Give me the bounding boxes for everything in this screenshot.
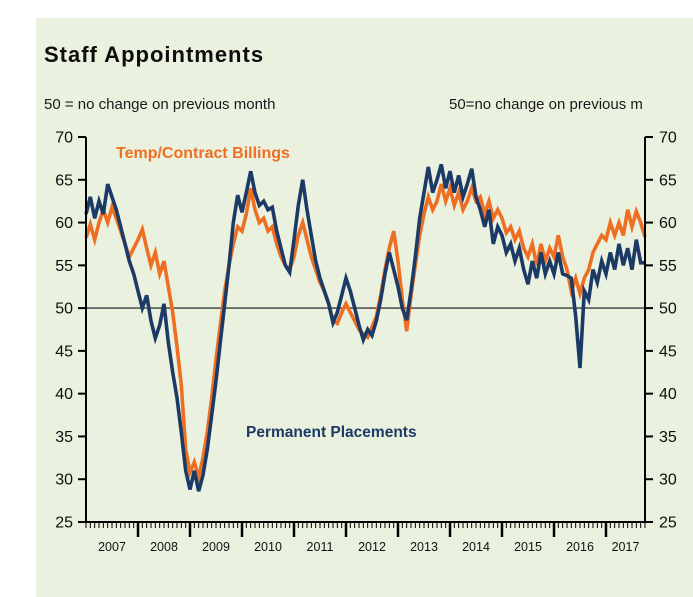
svg-text:25: 25: [659, 515, 677, 532]
svg-text:70: 70: [659, 130, 677, 147]
svg-text:2009: 2009: [202, 540, 230, 554]
legend-permanent-placements: Permanent Placements: [246, 424, 417, 441]
svg-text:2017: 2017: [612, 540, 640, 554]
axis-note-left: 50 = no change on previous month: [44, 96, 276, 113]
series-permanent-placements: [84, 163, 645, 492]
svg-text:45: 45: [659, 343, 677, 360]
svg-text:50: 50: [659, 301, 677, 318]
svg-text:65: 65: [659, 172, 677, 189]
svg-text:2013: 2013: [410, 540, 438, 554]
svg-text:40: 40: [55, 386, 73, 403]
svg-text:60: 60: [55, 215, 73, 232]
svg-text:2010: 2010: [254, 540, 282, 554]
svg-text:55: 55: [659, 258, 677, 275]
svg-text:70: 70: [55, 130, 73, 147]
y-axis-right: 70 65 60 55 50 45 40 35 30 25: [644, 130, 677, 532]
svg-text:65: 65: [55, 172, 73, 189]
svg-text:30: 30: [659, 472, 677, 489]
legend-temp-contract-billings: Temp/Contract Billings: [116, 145, 290, 162]
svg-text:2007: 2007: [98, 540, 126, 554]
svg-text:2014: 2014: [462, 540, 490, 554]
page-title: Staff Appointments: [44, 42, 265, 67]
axis-note-right: 50=no change on previous m: [449, 96, 643, 113]
svg-text:2015: 2015: [514, 540, 542, 554]
svg-text:60: 60: [659, 215, 677, 232]
svg-text:2016: 2016: [566, 540, 594, 554]
svg-text:35: 35: [55, 429, 73, 446]
svg-text:55: 55: [55, 258, 73, 275]
y-axis-left: 70 65 60 55 50 45 40 35 30 25: [55, 130, 87, 532]
svg-text:25: 25: [55, 515, 73, 532]
svg-text:2012: 2012: [358, 540, 386, 554]
svg-text:40: 40: [659, 386, 677, 403]
x-axis: 2007 2008 2009 2010 2011 2012 2013 2014 2015 2016…: [85, 521, 646, 554]
svg-text:45: 45: [55, 343, 73, 360]
svg-text:2011: 2011: [307, 540, 334, 554]
svg-text:50: 50: [55, 301, 73, 318]
svg-text:2008: 2008: [150, 540, 178, 554]
svg-text:35: 35: [659, 429, 677, 446]
svg-text:30: 30: [55, 472, 73, 489]
